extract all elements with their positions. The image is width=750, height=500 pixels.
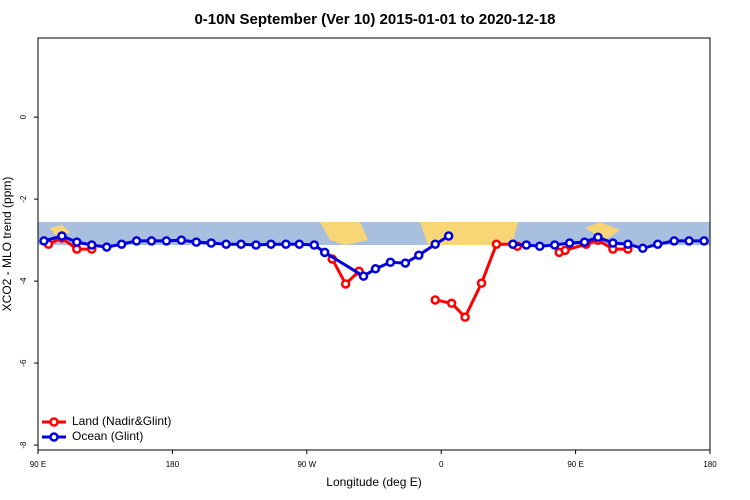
data-point xyxy=(443,231,454,241)
data-point xyxy=(652,239,663,249)
x-tick-label: 180 xyxy=(703,460,717,469)
plot-frame xyxy=(37,37,711,451)
x-tick-label: 0 xyxy=(439,460,444,469)
data-point xyxy=(400,258,411,268)
data-point xyxy=(206,238,216,248)
data-point xyxy=(699,236,709,246)
data-point xyxy=(370,264,381,274)
land-asia-2 xyxy=(585,222,620,240)
data-point xyxy=(131,236,142,246)
data-point xyxy=(385,257,396,267)
y-tick-label: -2 xyxy=(19,195,28,203)
legend-label: Land (Nadir&Glint) xyxy=(72,414,171,428)
data-point xyxy=(491,239,502,249)
x-tick-label: 90 W xyxy=(297,460,316,469)
legend-label: Ocean (Glint) xyxy=(72,429,143,443)
data-point xyxy=(101,242,112,252)
data-point xyxy=(564,238,575,248)
x-tick-label: 180 xyxy=(166,460,180,469)
data-point xyxy=(476,278,487,288)
data-point xyxy=(161,236,172,246)
data-point xyxy=(669,236,679,246)
data-point xyxy=(251,240,261,250)
data-point xyxy=(638,243,648,254)
data-point xyxy=(309,240,320,250)
data-point xyxy=(446,298,457,308)
data-point xyxy=(57,231,67,241)
data-point xyxy=(319,247,330,258)
data-point xyxy=(414,250,424,261)
land-asia xyxy=(50,225,70,238)
data-point xyxy=(72,237,82,247)
data-point xyxy=(266,239,276,249)
data-point xyxy=(521,240,532,250)
legend-marker xyxy=(49,417,59,427)
data-point xyxy=(176,235,187,245)
ocean-band xyxy=(38,222,710,245)
data-point xyxy=(549,240,560,250)
legend-marker xyxy=(49,432,59,442)
data-point xyxy=(358,271,369,281)
data-point xyxy=(430,295,440,305)
data-point xyxy=(560,245,570,256)
x-tick-label: 90 E xyxy=(567,460,583,469)
x-axis-label: Longitude (deg E) xyxy=(326,475,421,489)
data-point xyxy=(608,238,618,248)
data-point xyxy=(508,239,518,249)
data-point xyxy=(340,279,351,289)
y-tick-label: -4 xyxy=(19,277,28,285)
data-point xyxy=(87,240,97,250)
map-band xyxy=(38,222,710,245)
data-point xyxy=(623,239,633,249)
land-america xyxy=(320,222,368,245)
data-point xyxy=(593,232,603,242)
data-point xyxy=(684,236,694,246)
chart-title: 0-10N September (Ver 10) 2015-01-01 to 2… xyxy=(194,11,555,28)
y-tick-label: 0 xyxy=(19,114,28,119)
y-tick-label: -6 xyxy=(19,359,28,367)
data-point xyxy=(294,239,305,249)
data-point xyxy=(236,239,246,249)
data-point xyxy=(39,236,49,246)
y-tick-label: -8 xyxy=(19,441,28,449)
data-point xyxy=(221,239,231,249)
data-point xyxy=(191,237,202,247)
data-point xyxy=(430,239,440,249)
data-point xyxy=(281,239,291,249)
data-point xyxy=(579,237,590,247)
data-point xyxy=(146,236,157,246)
x-tick-label: 90 E xyxy=(30,460,46,469)
data-point xyxy=(460,312,470,322)
data-point xyxy=(535,241,545,252)
data-point xyxy=(116,239,127,249)
y-axis-label: XCO2 - MLO trend (ppm) xyxy=(0,177,14,312)
